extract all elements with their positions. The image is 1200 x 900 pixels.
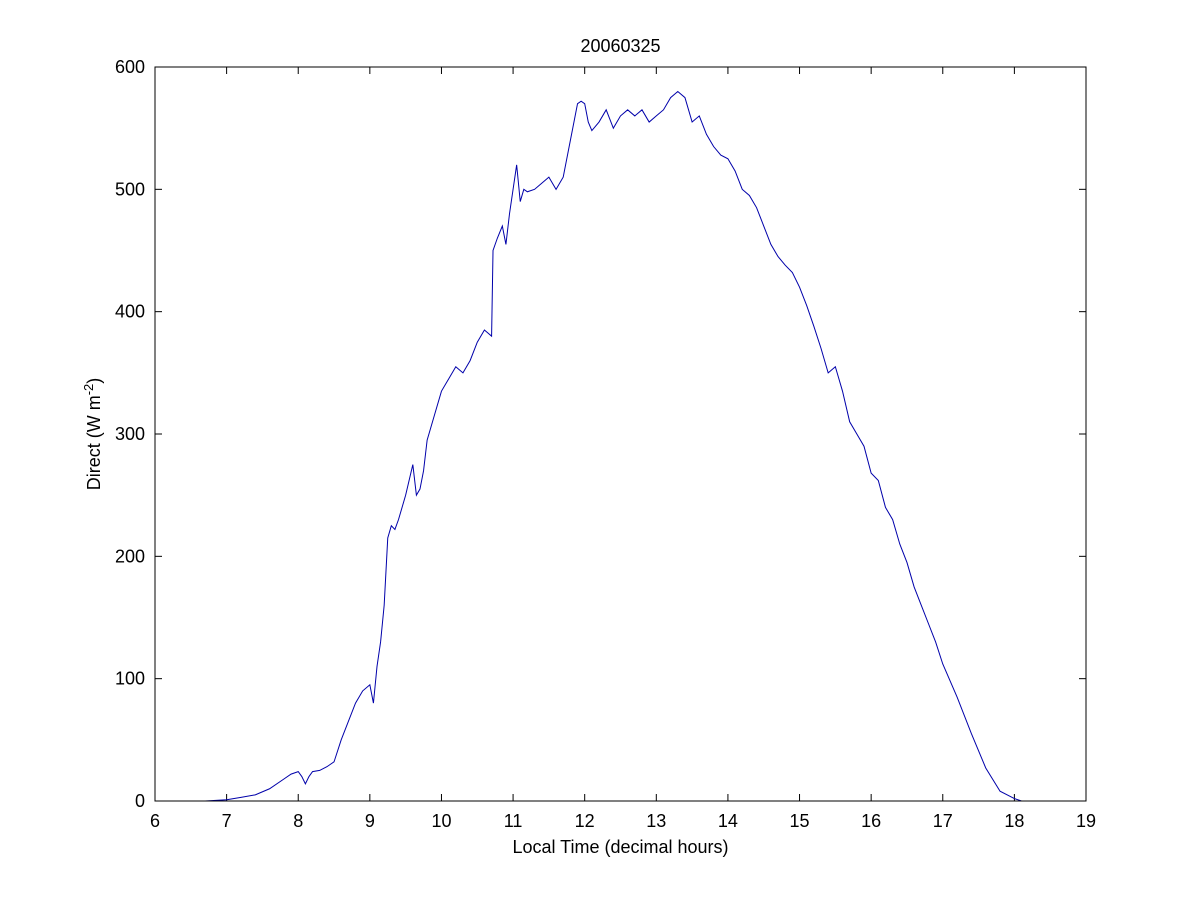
- x-ticks: 6 7 8 9 10 11 12 13 14 15 16 17 18 19: [150, 67, 1096, 831]
- x-tick-label: 11: [504, 811, 523, 831]
- y-tick-label: 100: [115, 669, 145, 689]
- y-tick-label: 300: [115, 424, 145, 444]
- chart-title: 20060325: [580, 36, 660, 56]
- x-tick-label: 13: [646, 811, 666, 831]
- y-tick-label: 0: [135, 791, 145, 811]
- y-axis-label-text: Direct (W m: [84, 395, 104, 490]
- y-tick-label: 400: [115, 302, 145, 322]
- x-tick-label: 10: [431, 811, 451, 831]
- x-tick-label: 12: [575, 811, 595, 831]
- y-axis-label-superscript: -2: [81, 384, 96, 396]
- y-axis-label: Direct (W m-2): [81, 378, 104, 491]
- x-tick-label: 9: [365, 811, 375, 831]
- x-tick-label: 17: [933, 811, 953, 831]
- plot-background: [155, 67, 1086, 801]
- x-tick-label: 16: [861, 811, 881, 831]
- x-tick-label: 8: [293, 811, 303, 831]
- y-axis-label-suffix: ): [84, 378, 104, 384]
- x-tick-label: 14: [718, 811, 738, 831]
- y-tick-label: 200: [115, 546, 145, 566]
- y-tick-label: 600: [115, 57, 145, 77]
- x-axis-label: Local Time (decimal hours): [512, 837, 728, 857]
- x-tick-label: 6: [150, 811, 160, 831]
- x-tick-label: 18: [1004, 811, 1024, 831]
- x-tick-label: 7: [222, 811, 232, 831]
- series-line-direct: [188, 90, 1040, 802]
- x-tick-label: 19: [1076, 811, 1096, 831]
- x-tick-label: 15: [790, 811, 810, 831]
- y-ticks: 0 100 200 300 400 500 600: [115, 57, 1086, 811]
- y-tick-label: 500: [115, 179, 145, 199]
- plot-frame: [154, 66, 1087, 802]
